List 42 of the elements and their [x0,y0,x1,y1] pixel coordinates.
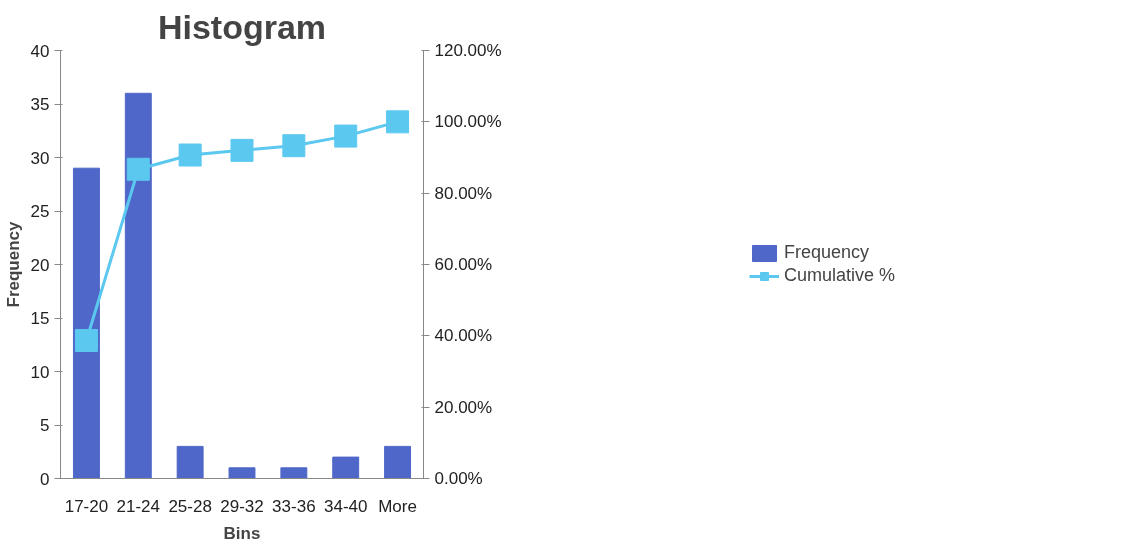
point [386,110,410,134]
y-tick-label: 10 [30,362,50,382]
x-tick-label: 29-32 [220,496,264,516]
x-tick-label: 21-24 [116,496,161,516]
y2-tick-label: 20.00% [434,397,493,417]
y2-tick-label: 100.00% [434,112,502,132]
x-tick-label: 33-36 [272,496,316,516]
y2-tick-label: 60.00% [434,255,493,274]
point [126,157,150,181]
point [230,138,254,162]
legend-label: Cumulative % [783,265,896,286]
x-tick-label: 25-28 [168,496,212,516]
bar [280,467,308,479]
y-tick-label: 5 [40,416,50,435]
y2-tick-label: 120.00% [434,41,502,60]
y2-tick-label: 0.00% [434,469,483,488]
bar [228,467,256,479]
bar [72,167,100,479]
bar [384,445,412,479]
y-tick-label: 30 [30,148,50,168]
point [334,124,358,148]
chart-title: Histogram [157,7,327,46]
y-tick-label: 25 [30,202,50,221]
x-tick-label: 17-20 [64,496,109,516]
y-tick-label: 35 [30,95,50,114]
legend-label: Frequency [783,242,870,263]
x-tick-label: 34-40 [323,496,368,516]
x-tick-label: More [378,496,417,516]
bar [332,456,360,479]
point [178,143,202,167]
x-axis-title: Bins [223,523,261,543]
y-tick-label: 15 [30,309,50,328]
point [74,328,98,352]
y-tick-label: 40 [30,41,50,61]
bar [176,445,204,479]
y-tick-label: 0 [40,469,50,489]
y2-tick-label: 40.00% [434,326,493,346]
y-tick-label: 20 [30,255,50,275]
bar [124,92,152,479]
y-axis-title: Frequency [3,220,23,308]
point [282,134,306,158]
y2-tick-label: 80.00% [434,183,493,203]
